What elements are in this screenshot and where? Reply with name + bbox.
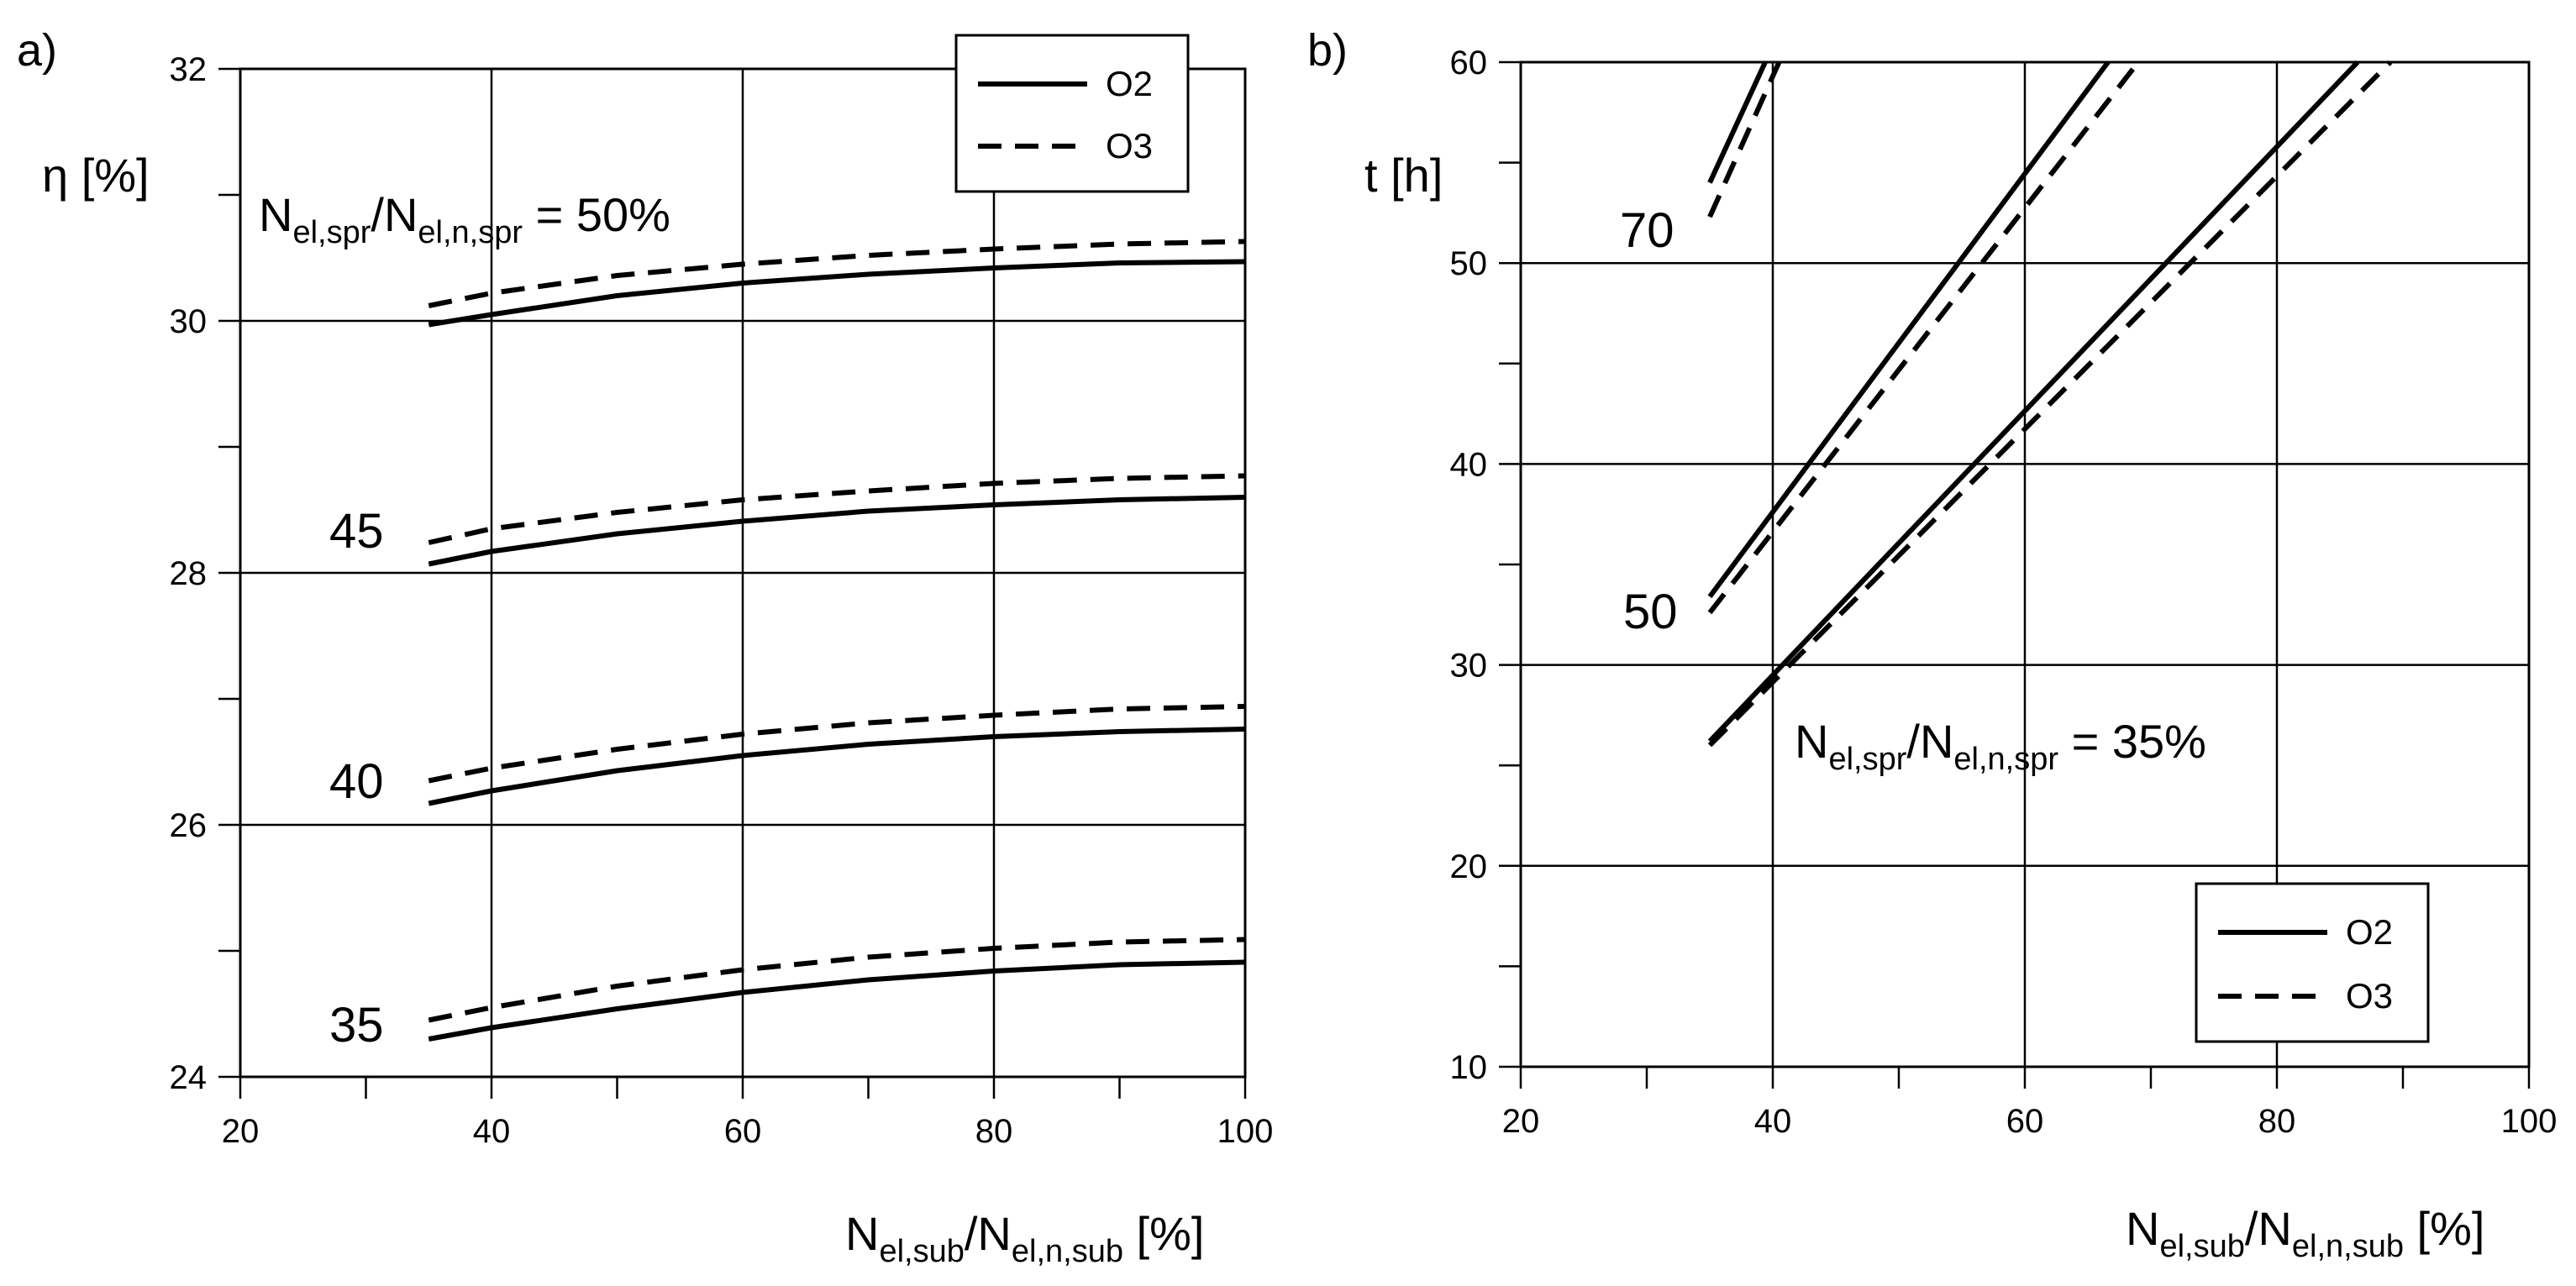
panel-a-series-o3-45	[428, 473, 1246, 545]
panel-a-y-tick-label: 28	[170, 555, 208, 592]
panel-b-y-tick-label: 30	[1450, 648, 1488, 685]
panel-a-x-tick-label: 80	[975, 1113, 1013, 1150]
panel-a-annotation: Nel,spr/Nel,n,spr = 50%	[259, 188, 670, 250]
panel-a-y-tick-label: 32	[170, 51, 208, 88]
panel-a-ticks	[218, 67, 1247, 1099]
panel-a-curve-label-45: 45	[329, 504, 384, 559]
panel-a-x-axis-title: Nel,sub/Nel,n,sub [%]	[845, 1207, 1204, 1269]
panel-b-x-tick-label: 80	[2258, 1103, 2296, 1140]
panel-b-y-axis-title: t [h]	[1364, 149, 1443, 202]
panel-b-x-tick-label: 40	[1754, 1103, 1792, 1140]
panel-a-legend-o3: O3	[1106, 126, 1153, 165]
panel-b-series-o2-70	[1707, 60, 1768, 184]
panel-a-legend-o2: O2	[1106, 64, 1153, 103]
panel-b-label: b)	[1307, 25, 1348, 76]
panel-b-plot-frame	[1519, 60, 2531, 1068]
panel-a-series	[428, 239, 1246, 1042]
panel-b-series-o2-35	[1707, 60, 2360, 743]
panel-a-x-tick-label: 100	[1217, 1113, 1274, 1150]
panel-b-legend: O2 O3	[2195, 882, 2430, 1043]
panel-b-y-tick-label: 50	[1450, 245, 1488, 282]
panel-a-series-o3-35	[428, 937, 1246, 1023]
panel-b-series-o3-50	[1707, 60, 2141, 615]
panel-a-series-o2-40	[428, 727, 1246, 806]
panel-b-series-o3-70	[1707, 60, 1782, 218]
panel-b-curve-label-70: 70	[1620, 203, 1674, 258]
panel-b-tick-labels: 20 40 60 80 100 10 20 30 40 50 60	[1450, 45, 2558, 1140]
panel-a-x-tick-label: 40	[473, 1113, 511, 1150]
panel-b-y-tick-label: 10	[1450, 1049, 1488, 1086]
panel-a-y-axis-title: η [%]	[42, 149, 150, 202]
panel-b-x-tick-label: 60	[2006, 1103, 2044, 1140]
panel-a-legend: O2 O3	[954, 34, 1190, 193]
panel-b-legend-o3: O3	[2346, 976, 2393, 1016]
panel-a-x-tick-label: 20	[222, 1113, 260, 1150]
panel-b-ticks	[1499, 60, 2531, 1089]
panel-a-label: a)	[17, 25, 57, 76]
panel-b-legend-box	[2195, 882, 2430, 1043]
panel-a-series-o2-45	[428, 495, 1246, 567]
panel-a-y-tick-label: 24	[170, 1059, 208, 1096]
panel-b-series-o3-35	[1707, 60, 2393, 748]
panel-b-x-axis-title: Nel,sub/Nel,n,sub [%]	[2126, 1202, 2484, 1264]
panel-b-time-chart: b) t [h] 20 40 60 80 100 10 20 30 40 50 60 70 50 N…	[1307, 25, 2557, 1264]
panel-b-curve-label-50: 50	[1623, 585, 1678, 639]
panel-b-annotation: Nel,spr/Nel,n,spr = 35%	[1795, 715, 2206, 777]
panel-a-x-tick-label: 60	[724, 1113, 762, 1150]
panel-a-curve-label-40: 40	[329, 754, 384, 809]
panel-a-series-o2-35	[428, 959, 1246, 1042]
panel-b-y-tick-label: 20	[1450, 848, 1488, 885]
panel-a-plot-frame	[239, 67, 1247, 1079]
panel-b-y-tick-label: 40	[1450, 446, 1488, 483]
panel-a-tick-labels: 20 40 60 80 100 24 26 28 30 32	[170, 51, 1274, 1150]
panel-a-legend-box	[954, 34, 1190, 193]
panel-a-series-o3-50	[428, 239, 1246, 308]
panel-a-series-o2-50	[428, 259, 1246, 328]
panel-a-curve-label-35: 35	[329, 998, 384, 1052]
panel-a-y-tick-label: 26	[170, 807, 208, 844]
panel-b-x-tick-label: 100	[2501, 1103, 2558, 1140]
panel-b-x-tick-label: 20	[1502, 1103, 1540, 1140]
panel-b-series	[1707, 60, 2393, 748]
panel-b-legend-o2: O2	[2346, 912, 2393, 952]
panel-b-series-o2-50	[1707, 60, 2111, 599]
panel-a-y-tick-label: 30	[170, 303, 208, 340]
panel-b-y-tick-label: 60	[1450, 45, 1488, 81]
panel-a-series-o3-40	[428, 704, 1246, 784]
